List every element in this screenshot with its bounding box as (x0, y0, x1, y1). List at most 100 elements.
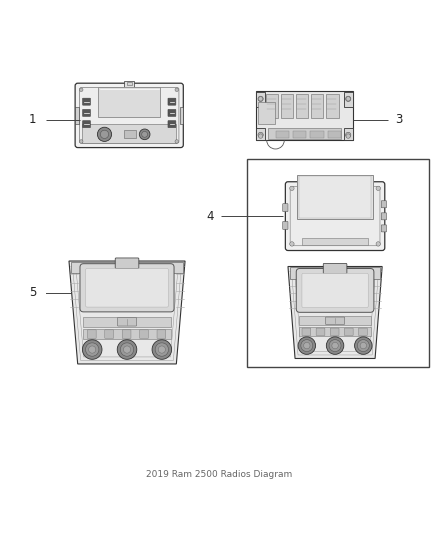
Text: 2019 Ram 2500 Radios Diagram: 2019 Ram 2500 Radios Diagram (146, 470, 292, 479)
Bar (299, 316, 371, 325)
FancyBboxPatch shape (157, 330, 166, 338)
Bar (328, 131, 341, 138)
Bar (310, 131, 324, 138)
Circle shape (258, 134, 263, 138)
Bar (268, 128, 341, 139)
Circle shape (80, 88, 83, 92)
FancyBboxPatch shape (302, 273, 368, 308)
Circle shape (360, 342, 367, 349)
Bar (327, 179, 343, 187)
Circle shape (139, 129, 150, 140)
Circle shape (158, 346, 166, 353)
Bar (82, 124, 176, 143)
Circle shape (332, 342, 338, 349)
Bar (281, 93, 293, 118)
Bar (256, 92, 265, 107)
FancyBboxPatch shape (296, 269, 374, 312)
Bar (326, 93, 339, 118)
Circle shape (304, 342, 310, 349)
FancyBboxPatch shape (82, 120, 90, 128)
FancyBboxPatch shape (168, 120, 176, 128)
Circle shape (124, 346, 131, 353)
FancyBboxPatch shape (117, 318, 137, 326)
Bar (299, 176, 371, 218)
Bar (258, 102, 276, 124)
Circle shape (80, 140, 83, 143)
Circle shape (88, 346, 96, 353)
Circle shape (376, 242, 380, 246)
FancyBboxPatch shape (381, 213, 387, 220)
FancyBboxPatch shape (75, 83, 183, 148)
FancyBboxPatch shape (302, 328, 311, 336)
Circle shape (175, 140, 178, 143)
Circle shape (290, 186, 294, 190)
Bar (83, 329, 171, 339)
Bar (75, 107, 78, 124)
FancyBboxPatch shape (283, 204, 288, 212)
Bar (302, 238, 368, 245)
FancyBboxPatch shape (87, 330, 96, 338)
Circle shape (117, 340, 137, 359)
Bar (256, 128, 265, 140)
Bar (98, 87, 160, 117)
FancyBboxPatch shape (105, 330, 113, 338)
Bar (256, 91, 353, 140)
FancyBboxPatch shape (358, 328, 367, 336)
FancyBboxPatch shape (168, 109, 176, 116)
FancyBboxPatch shape (290, 187, 380, 246)
Circle shape (152, 340, 172, 359)
Circle shape (258, 132, 263, 138)
Circle shape (357, 340, 369, 352)
Bar (299, 327, 371, 336)
Circle shape (329, 340, 341, 352)
Circle shape (346, 134, 350, 138)
FancyBboxPatch shape (283, 222, 288, 229)
Bar (296, 93, 308, 118)
FancyBboxPatch shape (330, 328, 339, 336)
Circle shape (120, 343, 134, 356)
Circle shape (346, 96, 350, 101)
FancyBboxPatch shape (82, 98, 90, 105)
FancyBboxPatch shape (82, 109, 90, 116)
Circle shape (376, 186, 380, 190)
Bar (127, 82, 132, 85)
Circle shape (258, 96, 263, 101)
FancyBboxPatch shape (344, 328, 353, 336)
Circle shape (175, 88, 178, 92)
FancyBboxPatch shape (122, 330, 131, 338)
Bar (293, 131, 306, 138)
Circle shape (141, 131, 148, 138)
Circle shape (326, 337, 344, 354)
FancyBboxPatch shape (381, 225, 387, 232)
Circle shape (82, 340, 102, 359)
FancyBboxPatch shape (86, 269, 168, 307)
FancyBboxPatch shape (80, 264, 174, 312)
Circle shape (155, 343, 169, 356)
Bar (297, 175, 373, 219)
Circle shape (346, 96, 351, 101)
Bar (180, 107, 183, 124)
Circle shape (355, 337, 372, 354)
FancyBboxPatch shape (316, 328, 325, 336)
Text: 1: 1 (29, 114, 37, 126)
FancyBboxPatch shape (285, 182, 385, 251)
Circle shape (85, 343, 99, 356)
Circle shape (301, 340, 313, 352)
Bar (344, 92, 353, 107)
Bar (83, 317, 171, 327)
Text: 4: 4 (206, 209, 214, 223)
Bar (344, 128, 353, 140)
Circle shape (298, 337, 315, 354)
Bar (71, 262, 183, 273)
Polygon shape (69, 261, 185, 364)
Bar (290, 268, 380, 279)
FancyBboxPatch shape (115, 258, 139, 269)
Bar (332, 179, 339, 183)
Bar (276, 131, 289, 138)
Circle shape (290, 242, 294, 246)
Circle shape (100, 130, 109, 139)
Bar (124, 130, 136, 139)
Polygon shape (288, 266, 382, 359)
FancyBboxPatch shape (168, 98, 176, 105)
Text: 3: 3 (395, 114, 402, 126)
